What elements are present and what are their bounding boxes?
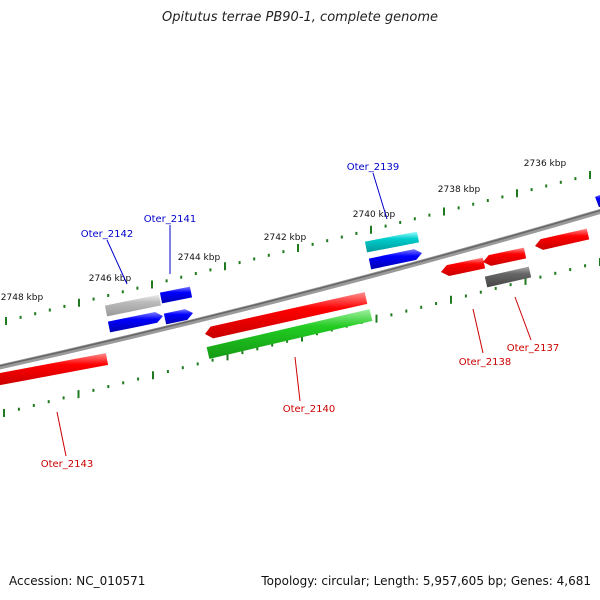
- gene-oter-2139-arrow[interactable]: [364, 231, 420, 253]
- ruler-label: 2748 kbp: [1, 293, 44, 303]
- gene-oter-2143-arrow[interactable]: [0, 353, 109, 386]
- genome-backbone: [0, 208, 600, 370]
- ruler-label: 2746 kbp: [89, 274, 132, 284]
- gene-arrow-blue[interactable]: [595, 194, 600, 208]
- gene-oter-2138-arrow[interactable]: [441, 257, 486, 276]
- gene-arrow-blue[interactable]: [163, 309, 193, 325]
- gene-oter-2139-label[interactable]: Oter_2139: [347, 162, 400, 173]
- ruler-label: 2740 kbp: [353, 210, 396, 220]
- gene-oter-2142-arrow[interactable]: [104, 294, 162, 317]
- gene-oter-2143-leader: [56, 411, 67, 457]
- ruler-label: 2736 kbp: [524, 159, 567, 169]
- gene-arrow-red[interactable]: [483, 247, 527, 266]
- gene-oter-2142-label[interactable]: Oter_2142: [81, 229, 134, 240]
- gene-oter-2137-leader: [514, 296, 532, 341]
- gene-oter-2140-arrow[interactable]: [206, 309, 373, 359]
- gene-oter-2141-label[interactable]: Oter_2141: [144, 214, 197, 225]
- ruler-label: 2744 kbp: [178, 253, 221, 263]
- gene-oter-2140-label[interactable]: Oter_2140: [283, 404, 336, 415]
- gene-arrow-red[interactable]: [205, 292, 368, 339]
- accession-text: Accession: NC_010571: [9, 574, 146, 588]
- gene-oter-2138-label[interactable]: Oter_2138: [459, 357, 512, 368]
- genome-backbone-edge: [0, 209, 600, 367]
- gene-oter-2139-leader: [372, 172, 388, 220]
- genome-summary-text: Topology: circular; Length: 5,957,605 bp…: [261, 574, 591, 588]
- gene-oter-2141-arrow[interactable]: [159, 286, 193, 304]
- gene-oter-2140-leader: [294, 356, 301, 402]
- map-title: Opitutus terrae PB90-1, complete genome: [161, 10, 439, 25]
- gene-oter-2142-leader: [106, 239, 128, 285]
- gene-oter-2138-leader: [472, 308, 484, 354]
- gene-oter-2137-arrow[interactable]: [484, 266, 532, 288]
- gene-oter-2143-label[interactable]: Oter_2143: [41, 459, 94, 470]
- gene-oter-2137-label[interactable]: Oter_2137: [507, 343, 560, 354]
- ruler-label: 2742 kbp: [264, 233, 307, 243]
- gene-arrow-blue[interactable]: [107, 312, 163, 333]
- ruler-label: 2738 kbp: [438, 185, 481, 195]
- gene-arrow-blue[interactable]: [368, 249, 422, 270]
- gene-arrow-red[interactable]: [535, 228, 590, 250]
